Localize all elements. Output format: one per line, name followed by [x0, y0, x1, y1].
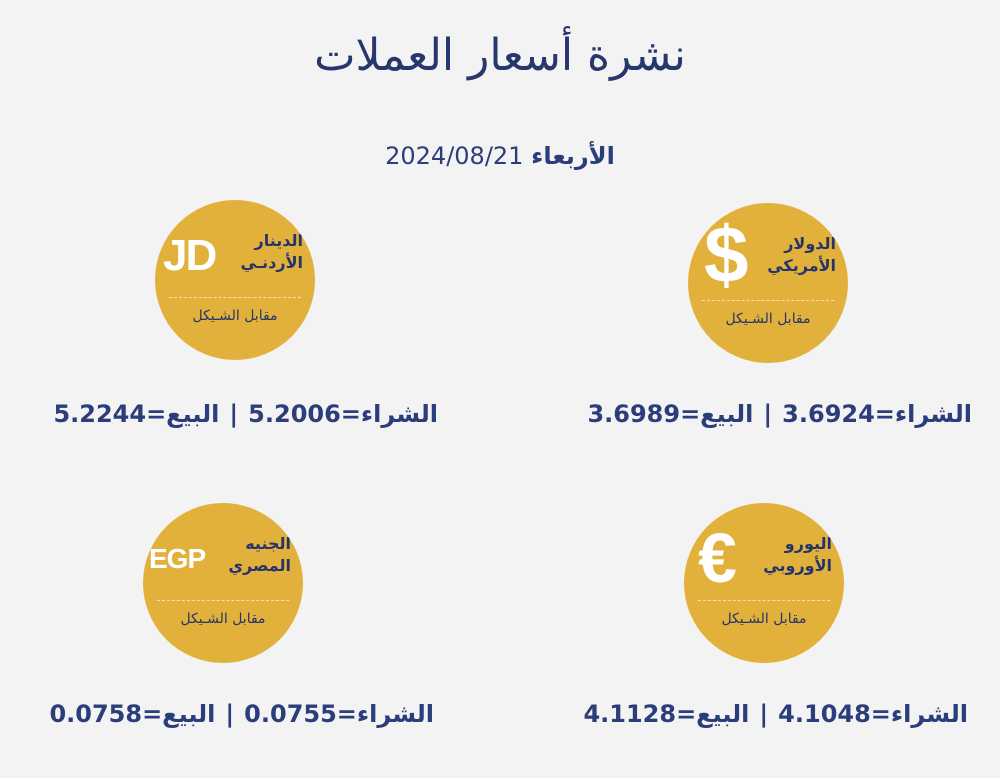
day-name: الأربعاء: [531, 142, 615, 170]
jod-rate: الشراء=5.2006 | البيع=5.2244: [53, 400, 438, 428]
currency-name: اليورو الأوروبي: [763, 534, 832, 575]
currency-name: الدولار الأمريكي: [767, 234, 836, 275]
divider: [157, 600, 289, 601]
eur-coin: € اليورو الأوروبي مقابل الشـيكل: [684, 503, 844, 663]
divider: [169, 297, 301, 298]
eur-rate: الشراء=4.1048 | البيع=4.1128: [583, 700, 968, 728]
versus-label: مقابل الشـيكل: [180, 611, 266, 627]
egp-symbol-icon: EGP: [149, 543, 206, 574]
euro-symbol-icon: €: [698, 519, 737, 597]
bulletin-date: الأربعاء 2024/08/21: [0, 142, 1000, 170]
divider: [698, 600, 830, 601]
usd-coin: $ الدولار الأمريكي مقابل الشـيكل: [688, 203, 848, 363]
dollar-symbol-icon: $: [704, 210, 749, 299]
currency-name: الجنيه المصري: [228, 534, 291, 575]
usd-rate: الشراء=3.6924 | البيع=3.6989: [587, 400, 972, 428]
currency-name: الدينار الأردنـي: [240, 231, 303, 272]
egp-rate: الشراء=0.0755 | البيع=0.0758: [49, 700, 434, 728]
versus-label: مقابل الشـيكل: [725, 311, 811, 327]
page-title: نشرة أسعار العملات: [314, 30, 686, 81]
versus-label: مقابل الشـيكل: [192, 308, 278, 324]
date-value: 2024/08/21: [385, 142, 524, 170]
divider: [702, 300, 834, 301]
versus-label: مقابل الشـيكل: [721, 611, 807, 627]
jd-symbol-icon: JD: [163, 231, 217, 280]
jod-coin: JD الدينار الأردنـي مقابل الشـيكل: [155, 200, 315, 360]
egp-coin: EGP الجنيه المصري مقابل الشـيكل: [143, 503, 303, 663]
